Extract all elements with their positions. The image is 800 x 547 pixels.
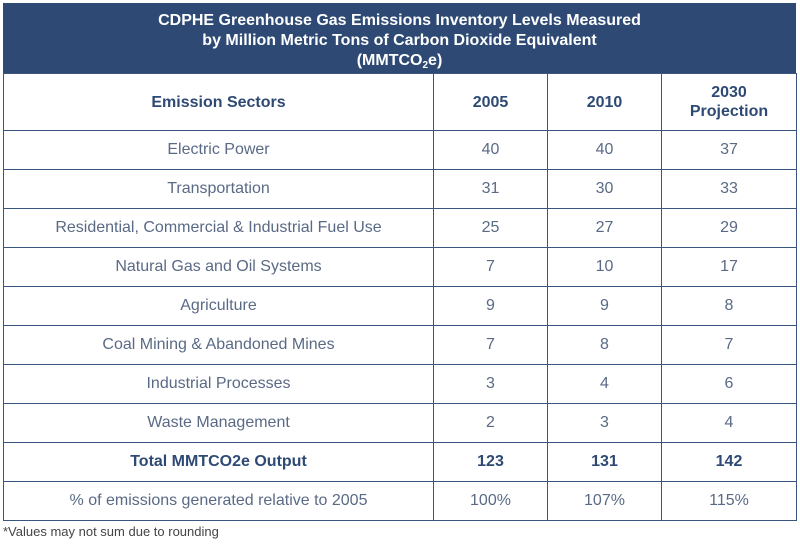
value-2005: 40 <box>433 130 548 170</box>
percent-2010: 107% <box>547 481 662 521</box>
percent-label: % of emissions generated relative to 200… <box>3 481 434 521</box>
table-row: Transportation 31 30 33 <box>3 169 797 209</box>
table-body: Electric Power 40 40 37 Transportation 31 30 33… <box>3 130 797 443</box>
value-2010: 30 <box>547 169 662 209</box>
sector-cell: Industrial Processes <box>3 364 434 404</box>
total-2005: 123 <box>433 442 548 482</box>
table-title: CDPHE Greenhouse Gas Emissions Inventory… <box>3 3 796 73</box>
value-2010: 3 <box>547 403 662 443</box>
sector-cell: Coal Mining & Abandoned Mines <box>3 325 434 365</box>
total-label: Total MMTCO2e Output <box>3 442 434 482</box>
value-2030: 7 <box>661 325 797 365</box>
value-2030: 33 <box>661 169 797 209</box>
total-2010: 131 <box>547 442 662 482</box>
sector-cell: Residential, Commercial & Industrial Fue… <box>3 208 434 248</box>
table-row: Natural Gas and Oil Systems 7 10 17 <box>3 247 797 287</box>
value-2005: 31 <box>433 169 548 209</box>
percent-2030: 115% <box>661 481 797 521</box>
value-2030: 17 <box>661 247 797 287</box>
value-2030: 37 <box>661 130 797 170</box>
value-2030: 4 <box>661 403 797 443</box>
value-2010: 9 <box>547 286 662 326</box>
value-2010: 4 <box>547 364 662 404</box>
value-2005: 3 <box>433 364 548 404</box>
value-2005: 2 <box>433 403 548 443</box>
header-row: Emission Sectors 2005 2010 2030 Projectio… <box>3 73 797 131</box>
table-row: Waste Management 2 3 4 <box>3 403 797 443</box>
table-row: Electric Power 40 40 37 <box>3 130 797 170</box>
table-row: Residential, Commercial & Industrial Fue… <box>3 208 797 248</box>
value-2030: 29 <box>661 208 797 248</box>
value-2005: 9 <box>433 286 548 326</box>
total-row: Total MMTCO2e Output 123 131 142 <box>3 442 797 482</box>
value-2030: 8 <box>661 286 797 326</box>
title-unit-sub: 2 <box>422 60 429 71</box>
value-2010: 10 <box>547 247 662 287</box>
table-row: Coal Mining & Abandoned Mines 7 8 7 <box>3 325 797 365</box>
header-2030: 2030 Projection <box>661 73 797 131</box>
value-2010: 27 <box>547 208 662 248</box>
value-2005: 7 <box>433 247 548 287</box>
header-2010: 2010 <box>547 73 662 131</box>
value-2005: 25 <box>433 208 548 248</box>
total-2030: 142 <box>661 442 797 482</box>
title-line-3: (MMTCO2e) <box>4 51 795 71</box>
emissions-table: Emission Sectors 2005 2010 2030 Projectio… <box>3 73 797 521</box>
sector-cell: Waste Management <box>3 403 434 443</box>
footnote: *Values may not sum due to rounding <box>3 524 219 539</box>
header-sectors: Emission Sectors <box>3 73 434 131</box>
value-2010: 40 <box>547 130 662 170</box>
percent-row: % of emissions generated relative to 200… <box>3 481 797 521</box>
sector-cell: Transportation <box>3 169 434 209</box>
title-unit-pre: (MMTCO <box>356 52 423 69</box>
value-2010: 8 <box>547 325 662 365</box>
table-row: Agriculture 9 9 8 <box>3 286 797 326</box>
sector-cell: Agriculture <box>3 286 434 326</box>
header-2030-year: 2030 <box>711 84 747 101</box>
title-line-2: by Million Metric Tons of Carbon Dioxide… <box>202 32 597 49</box>
sector-cell: Natural Gas and Oil Systems <box>3 247 434 287</box>
emissions-table-container: CDPHE Greenhouse Gas Emissions Inventory… <box>3 3 797 521</box>
value-2030: 6 <box>661 364 797 404</box>
value-2005: 7 <box>433 325 548 365</box>
title-line-1: CDPHE Greenhouse Gas Emissions Inventory… <box>158 12 641 29</box>
header-2005: 2005 <box>433 73 548 131</box>
sector-cell: Electric Power <box>3 130 434 170</box>
header-2030-label: Projection <box>689 103 769 120</box>
percent-2005: 100% <box>433 481 548 521</box>
table-row: Industrial Processes 3 4 6 <box>3 364 797 404</box>
title-unit-post: e) <box>428 52 443 69</box>
